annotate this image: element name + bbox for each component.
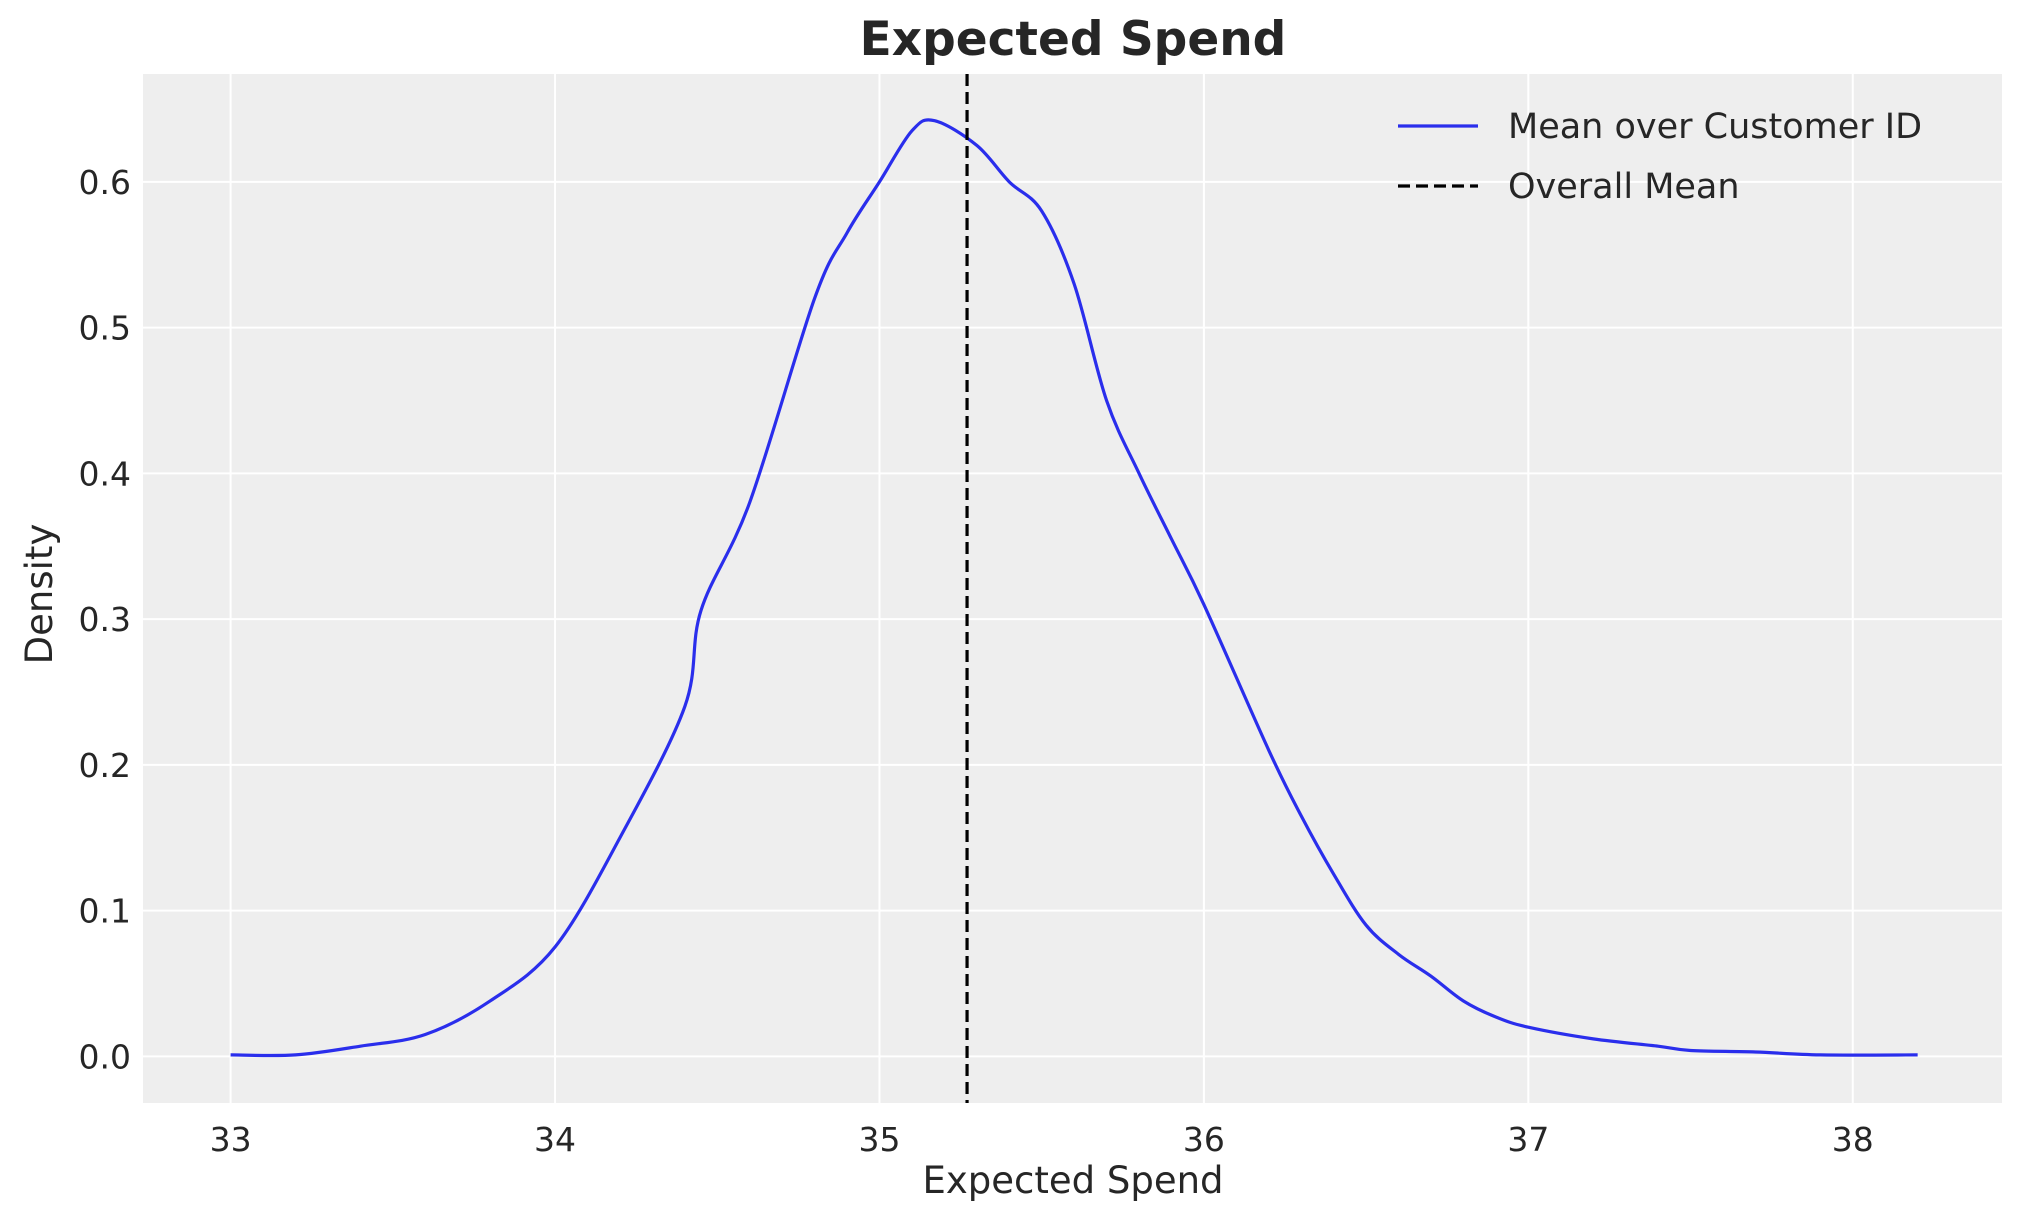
x-tick-label: 33 [210, 1120, 252, 1159]
y-tick-label: 0.2 [79, 746, 131, 785]
legend-label-mean-over-customer-id: Mean over Customer ID [1508, 107, 1922, 147]
series-line-mean-over-customer-id [230, 118, 1918, 1058]
y-tick-label: 0.5 [79, 309, 131, 348]
x-tick-label: 38 [1832, 1120, 1874, 1159]
chart-title: Expected Spend [860, 12, 1287, 67]
y-axis-label: Density [18, 524, 61, 665]
x-tick-label: 37 [1507, 1120, 1549, 1159]
x-tick-label: 34 [534, 1120, 576, 1159]
y-tick-label: 0.6 [79, 163, 131, 202]
y-tick-label: 0.1 [79, 892, 131, 931]
y-tick-label: 0.4 [79, 454, 131, 493]
x-axis-label: Expected Spend [922, 1159, 1223, 1202]
legend-label-overall-mean: Overall Mean [1508, 167, 1740, 207]
legend: Mean over Customer ID Overall Mean [1398, 107, 1922, 207]
x-tick-label: 36 [1183, 1120, 1225, 1159]
plot-area [143, 74, 2002, 1103]
x-tick-label: 35 [858, 1120, 900, 1159]
y-tick-label: 0.3 [79, 600, 131, 639]
y-tick-label: 0.0 [79, 1037, 131, 1076]
